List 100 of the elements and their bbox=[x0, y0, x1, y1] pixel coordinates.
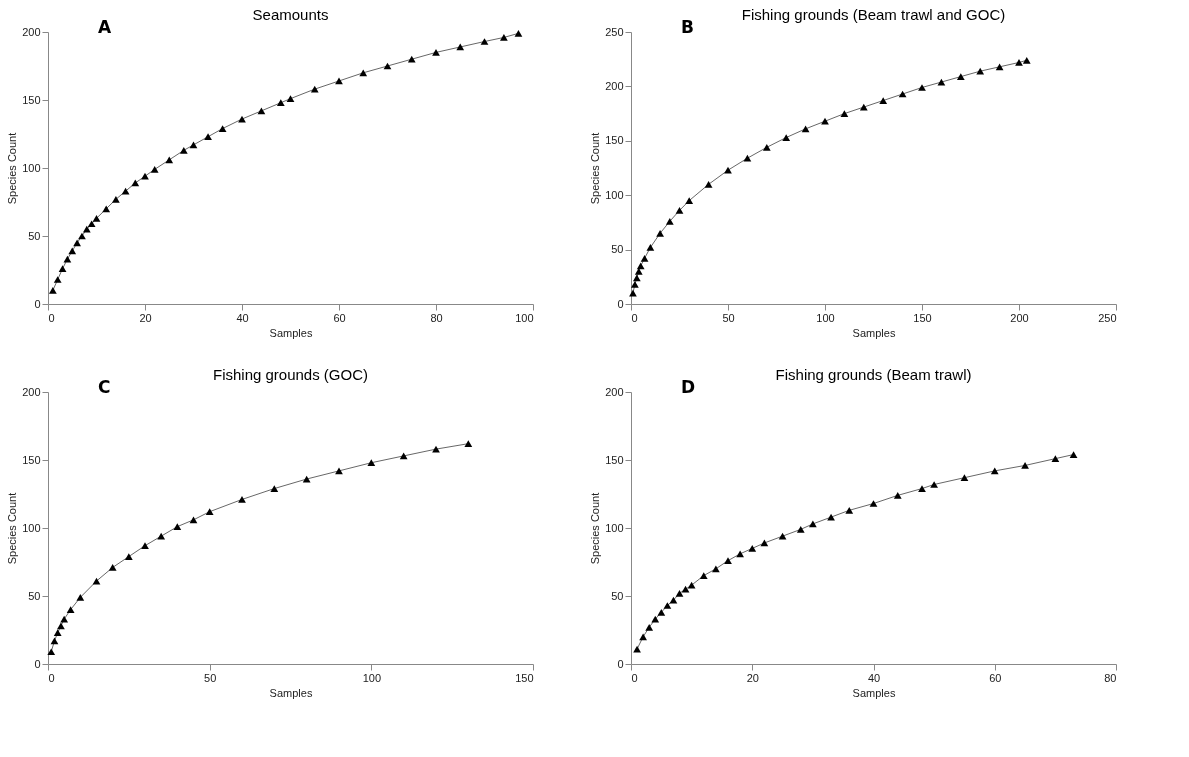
chart-title: Seamounts bbox=[252, 6, 329, 23]
point bbox=[634, 268, 643, 275]
point bbox=[179, 146, 188, 154]
y-axis-title: Species Count bbox=[6, 132, 19, 205]
point bbox=[724, 166, 732, 174]
y-tick-label: 50 bbox=[28, 229, 41, 242]
point bbox=[976, 67, 985, 75]
point bbox=[699, 572, 708, 579]
point bbox=[407, 55, 416, 63]
point bbox=[48, 287, 57, 294]
point bbox=[218, 125, 227, 132]
annotation: D bbox=[681, 377, 696, 397]
x-tick-label: 60 bbox=[989, 671, 1002, 684]
y-axis-title: Species Count bbox=[6, 492, 19, 565]
point bbox=[782, 134, 791, 141]
point bbox=[801, 125, 810, 133]
y-tick-label: 0 bbox=[34, 297, 41, 310]
y-tick-label: 200 bbox=[22, 385, 41, 398]
x-tick-label: 60 bbox=[333, 311, 346, 324]
x-tick-label: 20 bbox=[746, 671, 759, 684]
annotation: C bbox=[98, 377, 111, 397]
point bbox=[712, 565, 720, 573]
x-tick-label: 0 bbox=[631, 311, 638, 324]
point bbox=[1015, 59, 1023, 66]
point bbox=[82, 225, 91, 233]
y-tick-label: 0 bbox=[34, 657, 41, 670]
x-tick-label: 250 bbox=[1098, 311, 1117, 324]
x-tick-label: 80 bbox=[430, 311, 443, 324]
point bbox=[92, 214, 101, 222]
point bbox=[743, 154, 752, 162]
y-tick-label: 200 bbox=[605, 79, 624, 92]
point bbox=[956, 73, 965, 80]
point bbox=[893, 492, 902, 499]
point bbox=[821, 117, 829, 125]
point bbox=[990, 467, 999, 475]
point bbox=[1069, 451, 1078, 458]
point bbox=[918, 84, 926, 91]
x-tick-label: 0 bbox=[631, 671, 638, 684]
point bbox=[1021, 462, 1029, 469]
point bbox=[879, 97, 888, 104]
point bbox=[796, 526, 805, 533]
point bbox=[257, 107, 266, 115]
point bbox=[681, 585, 690, 593]
point bbox=[657, 608, 666, 616]
point bbox=[150, 166, 159, 173]
point bbox=[636, 262, 645, 270]
point bbox=[656, 229, 664, 237]
x-axis-title: Samples bbox=[852, 686, 896, 699]
y-tick-label: 0 bbox=[617, 297, 624, 310]
point bbox=[639, 633, 647, 641]
point bbox=[640, 254, 649, 262]
point bbox=[685, 197, 694, 204]
point bbox=[840, 110, 849, 117]
y-axis-title: Species Count bbox=[589, 132, 602, 205]
point bbox=[432, 49, 440, 56]
point bbox=[845, 506, 854, 514]
point bbox=[141, 172, 149, 180]
point bbox=[102, 205, 111, 213]
y-tick-label: 100 bbox=[22, 521, 41, 534]
x-tick-label: 100 bbox=[816, 311, 835, 324]
y-tick-label: 100 bbox=[22, 161, 41, 174]
point bbox=[631, 281, 639, 288]
y-tick-label: 50 bbox=[28, 589, 41, 602]
y-axis-title: Species Count bbox=[589, 492, 602, 565]
point bbox=[675, 589, 684, 597]
y-tick-label: 150 bbox=[605, 453, 624, 466]
x-tick-label: 0 bbox=[48, 671, 55, 684]
point bbox=[778, 532, 787, 540]
point bbox=[112, 195, 120, 203]
x-tick-label: 50 bbox=[722, 311, 735, 324]
point bbox=[704, 180, 713, 188]
x-tick-label: 40 bbox=[236, 311, 249, 324]
point bbox=[500, 34, 508, 41]
point bbox=[663, 602, 672, 609]
chart-title: Fishing grounds (Beam trawl) bbox=[775, 366, 972, 383]
point bbox=[918, 485, 926, 492]
point bbox=[995, 63, 1004, 71]
x-axis-title: Samples bbox=[852, 326, 896, 339]
point bbox=[632, 274, 641, 282]
point bbox=[646, 244, 655, 251]
y-tick-label: 150 bbox=[22, 453, 41, 466]
point bbox=[724, 557, 732, 564]
point bbox=[930, 481, 938, 488]
point bbox=[960, 474, 969, 482]
point bbox=[514, 30, 523, 37]
x-tick-label: 100 bbox=[362, 671, 382, 684]
point bbox=[189, 141, 198, 149]
annotation: B bbox=[681, 17, 694, 37]
point bbox=[53, 276, 62, 283]
y-tick-label: 150 bbox=[605, 134, 624, 147]
point bbox=[1022, 56, 1031, 64]
x-tick-label: 20 bbox=[139, 311, 152, 324]
x-tick-label: 100 bbox=[515, 311, 534, 324]
x-tick-label: 0 bbox=[48, 311, 55, 324]
chart-title: Fishing grounds (Beam trawl and GOC) bbox=[741, 6, 1006, 23]
y-tick-label: 200 bbox=[22, 25, 41, 38]
point bbox=[809, 520, 817, 528]
point bbox=[736, 550, 744, 558]
y-tick-label: 100 bbox=[605, 188, 624, 201]
point bbox=[1051, 455, 1060, 462]
